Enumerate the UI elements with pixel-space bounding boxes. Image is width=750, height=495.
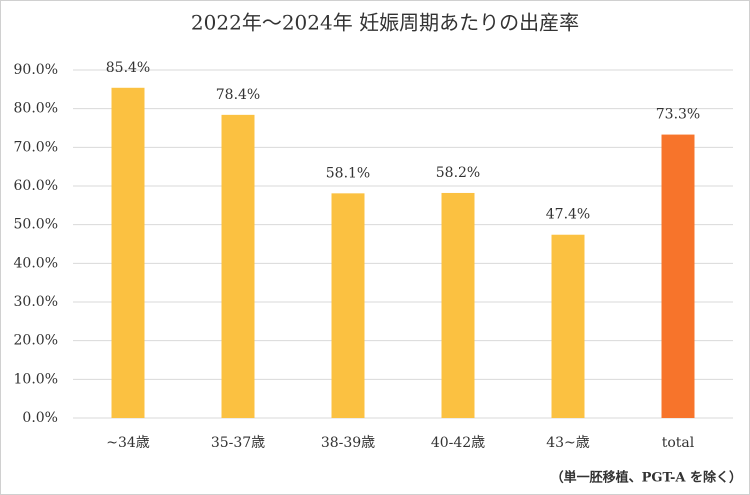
x-tick-label: 35-37歳	[211, 435, 265, 451]
y-tick-label: 80.0%	[14, 101, 58, 117]
x-tick-label: ~34歳	[106, 435, 150, 451]
bar	[661, 134, 695, 418]
y-tick-label: 10.0%	[14, 371, 58, 387]
x-tick-label: total	[662, 435, 695, 451]
y-tick-label: 60.0%	[14, 178, 58, 194]
y-tick-label: 20.0%	[14, 333, 58, 349]
value-label: 85.4%	[106, 60, 150, 76]
value-label: 73.3%	[656, 107, 700, 123]
chart-title: 2022年〜2024年 妊娠周期あたりの出産率	[191, 11, 579, 35]
y-tick-label: 90.0%	[14, 62, 58, 78]
bar	[441, 192, 475, 418]
x-tick-label: 38-39歳	[321, 435, 375, 451]
bar	[221, 114, 255, 418]
y-tick-label: 30.0%	[14, 294, 58, 310]
footnote: （単一胚移植、PGT-A を除く）	[551, 470, 742, 486]
value-label: 58.1%	[326, 165, 370, 181]
x-tick-label: 43~歳	[546, 435, 590, 451]
y-tick-label: 0.0%	[22, 410, 58, 426]
bar	[111, 87, 145, 418]
x-tick-label: 40-42歳	[431, 435, 485, 451]
y-tick-label: 40.0%	[14, 255, 58, 271]
y-tick-label: 50.0%	[14, 217, 58, 233]
bar	[551, 234, 585, 418]
y-tick-label: 70.0%	[14, 139, 58, 155]
bar	[331, 193, 365, 418]
value-label: 47.4%	[546, 207, 590, 223]
value-label: 78.4%	[216, 87, 260, 103]
value-label: 58.2%	[436, 165, 480, 181]
